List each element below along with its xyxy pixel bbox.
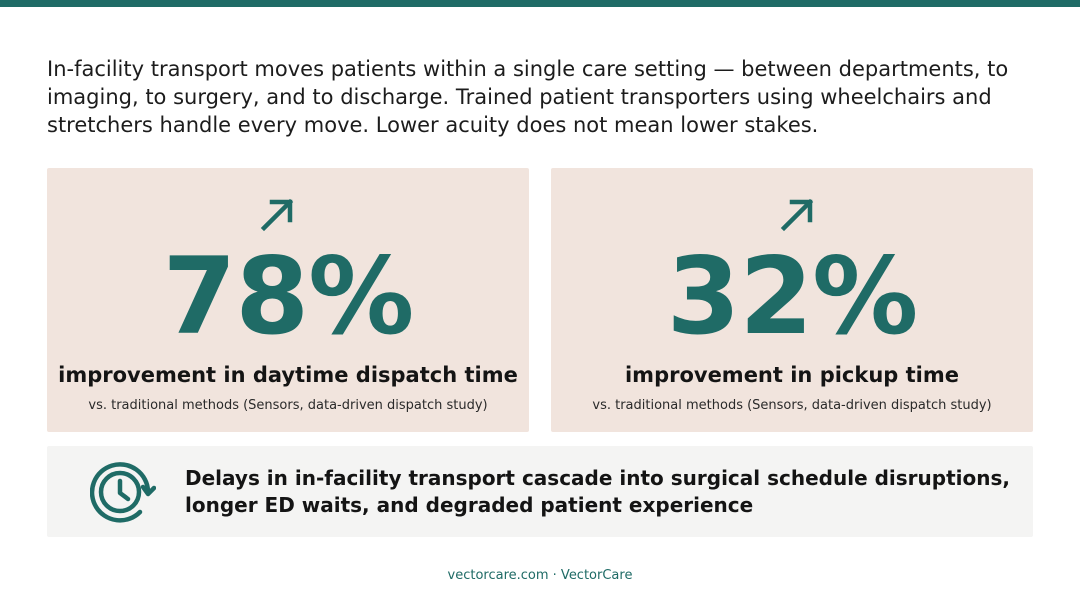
stat-value: 78% [162,235,415,358]
callout-text: Delays in in-facility transport cascade … [185,466,1010,517]
stat-card-pickup: 32% improvement in pickup time vs. tradi… [551,168,1033,432]
stat-card-dispatch: 78% improvement in daytime dispatch time… [47,168,529,432]
top-accent-bar [0,0,1080,7]
stat-source: vs. traditional methods (Sensors, data-d… [592,398,992,413]
stat-source: vs. traditional methods (Sensors, data-d… [88,398,488,413]
callout-box: Delays in in-facility transport cascade … [47,446,1033,537]
stat-value: 32% [666,235,919,358]
clock-history-icon [90,462,156,523]
intro-paragraph: In-facility transport moves patients wit… [47,57,1009,137]
footer-credit: vectorcare.com · VectorCare [447,568,633,583]
stat-label: improvement in pickup time [624,363,959,387]
arrow-up-right-icon [260,198,294,232]
arrow-up-right-icon [780,198,814,232]
stat-label: improvement in daytime dispatch time [58,363,518,387]
